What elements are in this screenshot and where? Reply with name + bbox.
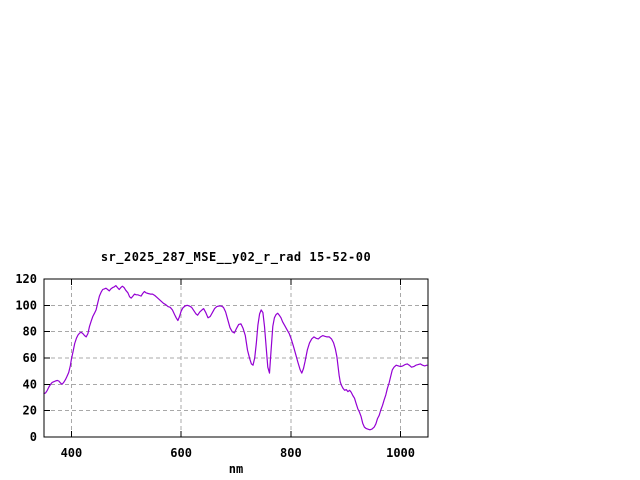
y-tick-label: 40 bbox=[23, 377, 37, 391]
x-axis-label: nm bbox=[229, 462, 243, 476]
axis-ticks bbox=[44, 278, 428, 438]
y-tick-label: 20 bbox=[23, 404, 37, 418]
y-tick-label: 0 bbox=[30, 430, 37, 444]
y-tick-labels: 0 20 40 60 80 100 120 bbox=[15, 272, 37, 444]
y-tick-label: 120 bbox=[15, 272, 37, 286]
y-tick-label: 80 bbox=[23, 325, 37, 339]
x-tick-label: 1000 bbox=[386, 446, 415, 460]
chart-title: sr_2025_287_MSE__y02_r_rad 15-52-00 bbox=[101, 250, 371, 265]
x-tick-label: 400 bbox=[61, 446, 83, 460]
spectral-curve bbox=[43, 285, 428, 431]
x-tick-label: 600 bbox=[170, 446, 192, 460]
y-tick-label: 100 bbox=[15, 298, 37, 312]
x-tick-labels: 400 600 800 1000 bbox=[61, 446, 415, 460]
gridlines bbox=[44, 279, 428, 437]
y-tick-label: 60 bbox=[23, 351, 37, 365]
x-tick-label: 800 bbox=[280, 446, 302, 460]
